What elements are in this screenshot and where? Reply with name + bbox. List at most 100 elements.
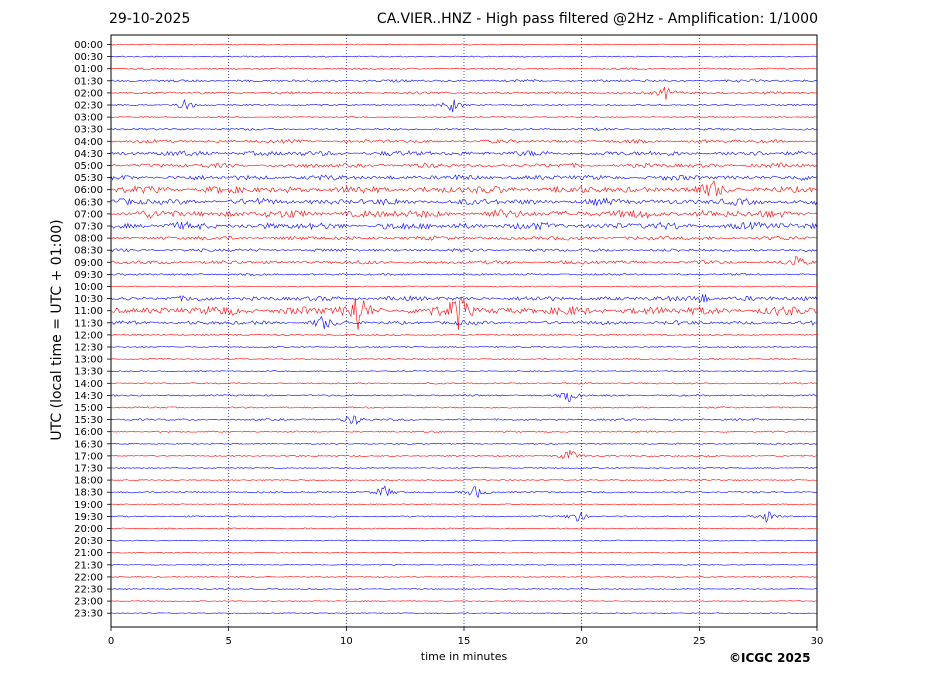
trace-1100 <box>110 296 818 330</box>
trace-1200 <box>110 333 818 337</box>
trace-1600 <box>110 430 818 433</box>
y-tick-label: 03:30 <box>74 125 103 136</box>
y-tick-label: 22:30 <box>74 585 103 596</box>
trace-1700 <box>110 450 818 460</box>
x-tick-label: 0 <box>108 636 114 647</box>
y-axis-label: UTC (local time = UTC + 01:00) <box>49 219 65 441</box>
y-tick-label: 20:00 <box>74 524 103 535</box>
y-tick-label: 01:00 <box>74 64 103 75</box>
y-tick-label: 11:00 <box>74 306 103 317</box>
y-tick-label: 10:30 <box>74 294 103 305</box>
trace-1530 <box>110 415 817 426</box>
y-tick-label: 00:00 <box>74 40 103 51</box>
trace-1900 <box>110 503 818 506</box>
trace-0730 <box>110 221 818 231</box>
y-tick-label: 13:00 <box>74 355 103 366</box>
x-tick-label: 30 <box>811 636 824 647</box>
trace-0300 <box>110 116 818 118</box>
y-tick-label: 21:30 <box>74 560 103 571</box>
trace-0330 <box>110 127 818 131</box>
y-tick-label: 13:30 <box>74 367 103 378</box>
trace-2330 <box>110 612 818 615</box>
x-tick-label: 5 <box>225 636 231 647</box>
x-tick-label: 15 <box>458 636 471 647</box>
y-tick-label: 09:00 <box>74 258 103 269</box>
y-tick-label: 07:00 <box>74 209 103 220</box>
trace-0130 <box>110 79 818 83</box>
trace-1830 <box>110 485 818 499</box>
chart-title: CA.VIER..HNZ - High pass filtered @2Hz -… <box>376 11 818 27</box>
y-tick-label: 03:00 <box>74 113 103 124</box>
y-tick-label: 23:30 <box>74 609 103 620</box>
y-tick-label: 10:00 <box>74 282 103 293</box>
trace-0530 <box>110 174 818 181</box>
trace-0400 <box>110 138 818 144</box>
seismic-traces <box>110 43 818 615</box>
y-tick-label: 12:30 <box>74 343 103 354</box>
y-tick-label: 17:30 <box>74 464 103 475</box>
trace-0030 <box>110 55 818 58</box>
date-label: 29-10-2025 <box>109 11 191 27</box>
trace-0800 <box>111 235 818 241</box>
trace-2300 <box>110 600 818 602</box>
y-tick-label: 05:30 <box>74 173 103 184</box>
trace-2130 <box>111 563 818 566</box>
trace-2230 <box>110 588 818 590</box>
trace-2030 <box>110 539 818 542</box>
trace-2200 <box>110 576 818 578</box>
y-tick-label: 06:00 <box>74 185 103 196</box>
y-tick-label: 23:00 <box>74 597 103 608</box>
x-tick-label: 25 <box>693 636 706 647</box>
trace-1630 <box>110 442 818 445</box>
y-tick-label: 17:00 <box>74 451 103 462</box>
y-tick-label: 16:00 <box>74 427 103 438</box>
trace-0500 <box>110 162 818 169</box>
trace-0700 <box>110 209 818 219</box>
vertical-gridlines <box>228 35 700 627</box>
y-tick-label: 16:30 <box>74 439 103 450</box>
y-tick-label: 14:30 <box>74 391 103 402</box>
y-tick-label: 19:00 <box>74 500 103 511</box>
x-tick-label: 20 <box>575 636 588 647</box>
y-tick-label: 22:00 <box>74 572 103 583</box>
x-axis-ticks: 0 5 10 15 20 25 30 <box>108 627 824 647</box>
trace-0930 <box>110 272 818 276</box>
trace-1800 <box>110 479 818 482</box>
y-tick-label: 04:00 <box>74 137 103 148</box>
copyright-label: ©ICGC 2025 <box>729 651 811 665</box>
y-tick-label: 04:30 <box>74 149 103 160</box>
y-tick-label: 19:30 <box>74 512 103 523</box>
trace-0000 <box>110 43 818 46</box>
trace-0100 <box>111 67 818 70</box>
y-tick-label: 20:30 <box>74 536 103 547</box>
y-tick-label: 06:30 <box>74 197 103 208</box>
y-tick-label: 02:00 <box>74 88 103 99</box>
trace-0900 <box>110 255 818 266</box>
y-tick-label: 02:30 <box>74 101 103 112</box>
trace-0430 <box>110 150 818 157</box>
y-tick-label: 05:00 <box>74 161 103 172</box>
y-tick-label: 07:30 <box>74 222 103 233</box>
trace-1400 <box>110 382 818 385</box>
trace-1230 <box>110 345 818 349</box>
trace-1430 <box>110 392 818 402</box>
y-tick-label: 18:00 <box>74 476 103 487</box>
y-tick-label: 08:30 <box>74 246 103 257</box>
x-axis-label: time in minutes <box>420 650 508 663</box>
y-tick-label: 18:30 <box>74 488 103 499</box>
y-tick-label: 09:30 <box>74 270 103 281</box>
y-tick-label: 00:30 <box>74 52 103 63</box>
y-tick-label: 15:30 <box>74 415 103 426</box>
y-tick-label: 12:00 <box>74 330 103 341</box>
trace-0630 <box>110 197 818 207</box>
trace-2100 <box>110 551 818 554</box>
y-tick-label: 15:00 <box>74 403 103 414</box>
y-tick-label: 11:30 <box>74 318 103 329</box>
y-tick-label: 01:30 <box>74 76 103 87</box>
y-tick-label: 14:00 <box>74 379 103 390</box>
trace-1330 <box>110 370 818 373</box>
trace-1300 <box>110 358 818 361</box>
trace-1500 <box>111 406 818 409</box>
